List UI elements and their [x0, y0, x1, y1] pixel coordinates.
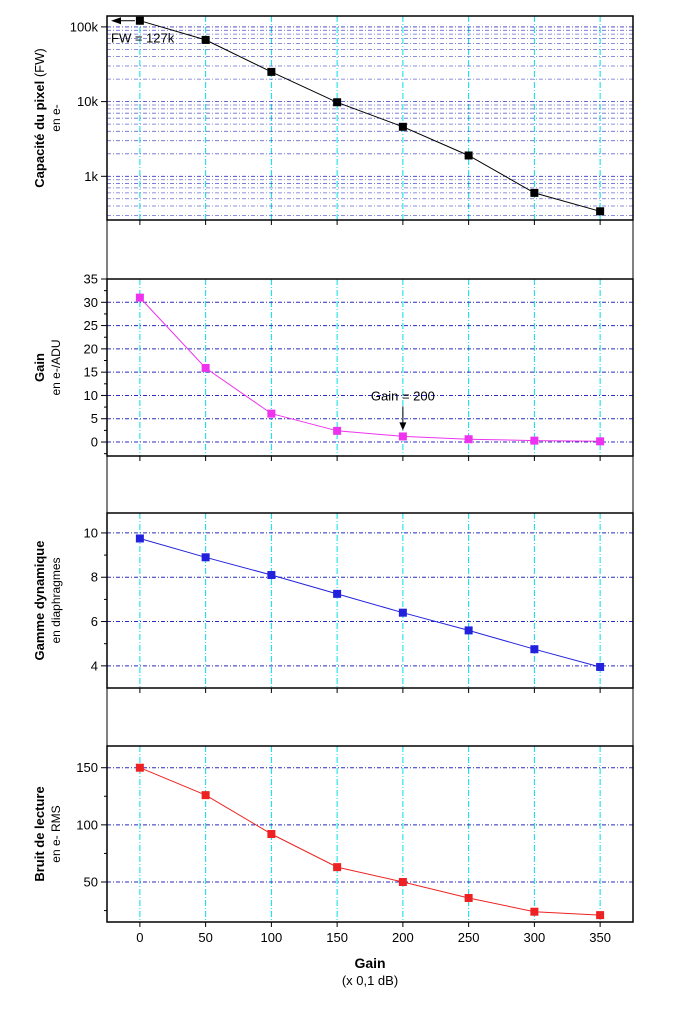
data-point [135, 293, 144, 302]
y-tick-label: 5 [91, 411, 98, 426]
panel-frame [106, 512, 634, 689]
y-tick-label: 8 [91, 570, 98, 585]
y-tick-label: 150 [76, 760, 98, 775]
y-tick-label: 15 [84, 365, 98, 380]
data-point [596, 911, 605, 920]
data-point [530, 645, 539, 654]
x-tick-label: 200 [392, 930, 414, 945]
data-point [530, 907, 539, 916]
panel-2: 0 5 10 15 20 25 30 35 Gain en e-/ADU Gain = 200 [32, 272, 634, 461]
y-axis-label: Gamme dynamique [32, 541, 47, 661]
y-tick-label: 4 [91, 658, 98, 673]
panel-frame [106, 278, 634, 457]
series-line [139, 297, 601, 442]
data-point [464, 435, 473, 444]
y-tick-label: 25 [84, 318, 98, 333]
data-point [135, 763, 144, 772]
y-tick-label: 6 [91, 614, 98, 629]
y-axis-label: Bruit de lecture [32, 786, 47, 881]
panel-gap [106, 455, 634, 514]
annotation-arrowhead [111, 17, 121, 25]
series-line [139, 538, 601, 668]
y-tick-label: 1k [84, 169, 98, 184]
y-axis-label-bold: Bruit de lecture [32, 786, 47, 881]
y-tick-label: 100 [76, 817, 98, 832]
y-tick-label: 50 [84, 875, 98, 890]
data-point [398, 432, 407, 441]
data-point [135, 16, 144, 25]
panel-3: 4 6 8 10 Gamme dynamique en diaphragmes [32, 512, 634, 693]
data-point [333, 98, 342, 107]
data-point [398, 122, 407, 131]
y-tick-label: 35 [84, 272, 98, 287]
annotation-arrowhead [399, 422, 407, 431]
x-axis-unit: (x 0,1 dB) [342, 973, 398, 988]
y-tick-label: 100k [70, 19, 99, 34]
data-point [267, 409, 276, 418]
data-point [201, 363, 210, 372]
data-point [398, 878, 407, 886]
panel-gap [106, 687, 634, 747]
y-axis-label-extra: (FW) [32, 48, 47, 80]
data-point [201, 791, 210, 800]
data-point [464, 151, 473, 160]
data-point [398, 608, 407, 617]
data-point [333, 426, 342, 435]
data-point [596, 207, 605, 216]
annotation-label: FW = 127k [111, 31, 175, 46]
annotation-label: Gain = 200 [371, 388, 435, 403]
data-point [333, 589, 342, 598]
data-point [267, 67, 276, 76]
y-axis-label-bold: Gain [32, 353, 47, 382]
data-point [464, 626, 473, 635]
data-point [464, 894, 473, 902]
data-point [530, 436, 539, 445]
y-axis-unit: en e- [49, 104, 63, 131]
panel-frame [106, 745, 634, 923]
x-tick-label: 100 [261, 930, 283, 945]
y-tick-label: 20 [84, 341, 98, 356]
data-point [201, 35, 210, 44]
data-point [135, 534, 144, 543]
data-point [596, 437, 605, 446]
y-tick-label: 0 [91, 435, 98, 450]
x-tick-label: 150 [326, 930, 348, 945]
x-tick-label: 50 [198, 930, 212, 945]
y-tick-label: 10 [84, 388, 98, 403]
y-axis-label-bold: Capacité du pixel [32, 81, 47, 188]
data-point [333, 863, 342, 872]
x-tick-label: 250 [458, 930, 480, 945]
y-axis-label: Gain [32, 353, 47, 382]
data-point [267, 571, 276, 580]
y-axis-unit: en diaphragmes [49, 557, 63, 643]
series-line [139, 767, 601, 916]
y-axis-unit: en e- RMS [49, 805, 63, 862]
y-tick-label: 10 [84, 525, 98, 540]
x-axis-label: Gain [354, 955, 385, 971]
panel-4: 50 100 150 Bruit de lecture en e- RMS [32, 745, 634, 927]
data-point [530, 188, 539, 197]
y-axis-label-bold: Gamme dynamique [32, 541, 47, 661]
y-axis-unit: en e-/ADU [49, 339, 63, 395]
data-point [267, 830, 276, 838]
y-tick-label: 30 [84, 295, 98, 310]
x-tick-label: 300 [524, 930, 546, 945]
x-tick-label: 350 [589, 930, 611, 945]
y-axis-label: Capacité du pixel (FW) [32, 48, 47, 187]
series-line [139, 20, 601, 212]
data-point [201, 553, 210, 562]
panel-frame [106, 15, 634, 221]
x-tick-label: 0 [136, 930, 143, 945]
data-point [596, 662, 605, 671]
panel-gap [106, 219, 634, 280]
y-tick-label: 10k [77, 94, 98, 109]
